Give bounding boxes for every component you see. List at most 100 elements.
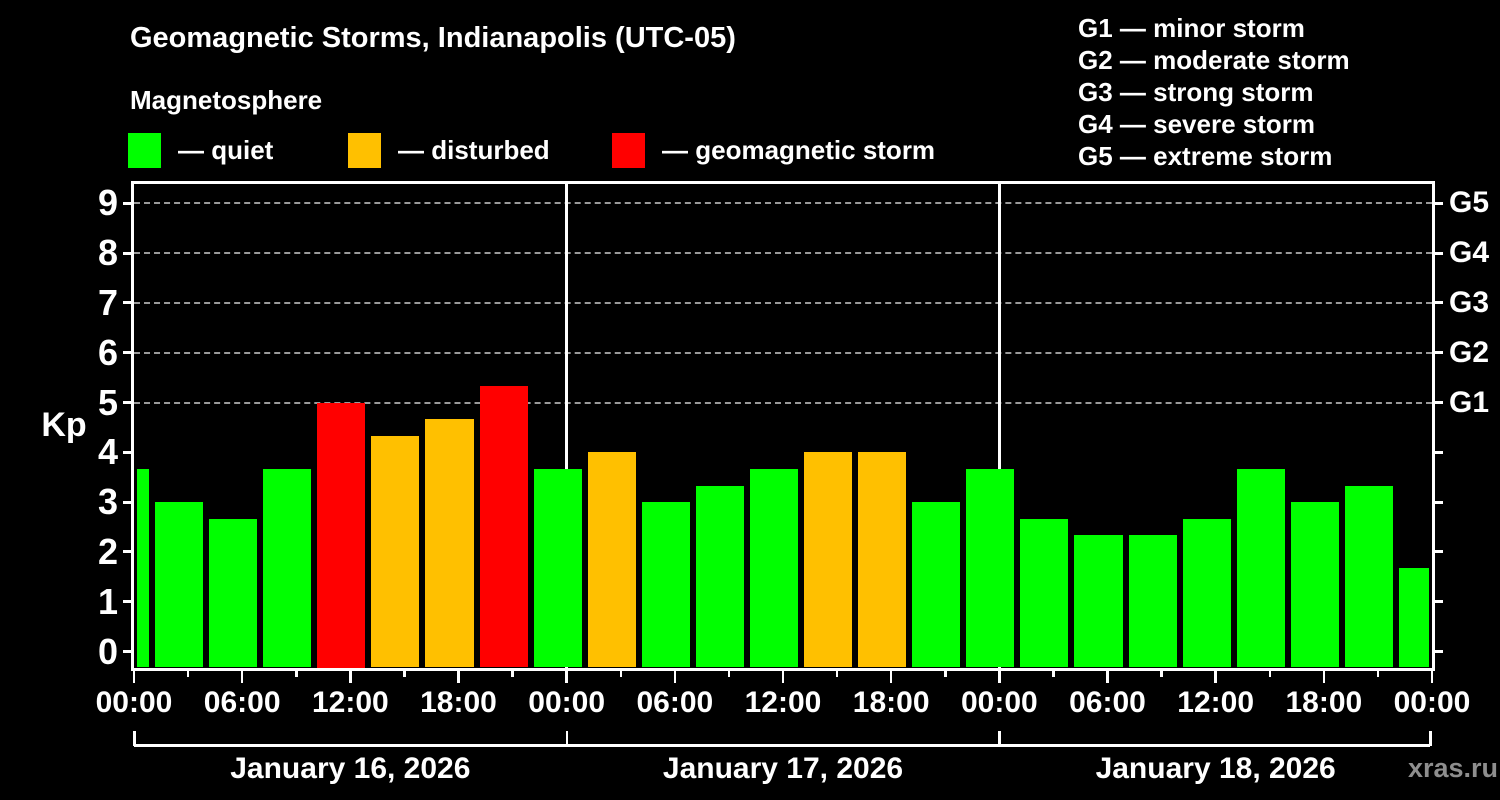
x-tick-label: 00:00 xyxy=(960,686,1038,719)
x-tick-minor xyxy=(944,669,947,677)
storm-scale-legend: G1 — minor storm G2 — moderate storm G3 — … xyxy=(1078,12,1350,172)
storm-scale-line: G5 — extreme storm xyxy=(1078,141,1333,171)
x-tick-label: 12:00 xyxy=(744,686,822,719)
quiet-legend-swatch xyxy=(128,133,161,168)
y-tick xyxy=(1433,650,1443,653)
storm-scale-line: G1 — minor storm xyxy=(1078,13,1305,43)
x-tick-label: 06:00 xyxy=(203,686,281,719)
kp-bar xyxy=(479,386,528,668)
kp-bar xyxy=(804,452,853,668)
y-tick-label: 6 xyxy=(97,331,118,373)
legend-item: — geomagnetic storm xyxy=(612,133,935,168)
g-level-label: G4 xyxy=(1449,236,1490,270)
x-tick-major xyxy=(998,669,1001,683)
x-tick-minor xyxy=(295,669,298,677)
kp-bar xyxy=(317,402,366,668)
date-bracket-line xyxy=(134,744,1430,747)
y-tick xyxy=(123,351,133,355)
storm-scale-line: G3 — strong storm xyxy=(1078,77,1314,107)
kp-gridline xyxy=(134,202,1432,205)
g-level-label: G3 xyxy=(1449,285,1490,319)
x-tick-major xyxy=(132,669,136,683)
watermark: xras.ru xyxy=(1407,753,1498,783)
x-tick-major xyxy=(1106,669,1109,683)
kp-axis-label: Kp xyxy=(41,406,87,444)
x-tick-major xyxy=(1430,669,1434,683)
y-tick xyxy=(123,650,133,653)
date-bracket-tick xyxy=(998,731,1001,746)
kp-bar xyxy=(587,452,636,668)
date-label: January 18, 2026 xyxy=(1095,752,1336,785)
chart-title: Geomagnetic Storms, Indianapolis (UTC-05… xyxy=(130,22,736,54)
y-tick xyxy=(1433,201,1443,205)
storm-scale-line: G2 — moderate storm xyxy=(1078,45,1350,75)
kp-bar xyxy=(1128,535,1177,668)
x-tick-major xyxy=(240,669,244,683)
g-level-label: G5 xyxy=(1449,186,1490,220)
legend-item: — quiet xyxy=(128,133,273,168)
y-tick xyxy=(1433,251,1443,255)
x-tick-major xyxy=(349,669,352,683)
y-tick xyxy=(123,201,133,205)
kp-bar xyxy=(1074,535,1123,668)
date-bracket-tick xyxy=(1429,731,1432,746)
legend-label: — disturbed xyxy=(398,135,550,165)
y-tick xyxy=(123,550,133,554)
x-tick-label: 12:00 xyxy=(311,686,389,719)
x-tick-label: 18:00 xyxy=(420,686,497,719)
y-tick-label: 1 xyxy=(97,580,118,622)
x-tick-major xyxy=(673,669,677,683)
kp-bar xyxy=(155,502,204,668)
y-tick-label: 4 xyxy=(97,431,118,473)
kp-bar xyxy=(533,468,582,668)
kp-bar xyxy=(209,518,258,668)
date-label: January 16, 2026 xyxy=(230,752,471,785)
kp-gridline xyxy=(134,351,1432,354)
y-tick xyxy=(1433,500,1443,504)
kp-bar xyxy=(1182,518,1231,668)
y-tick-label: 2 xyxy=(97,530,118,572)
x-tick-minor xyxy=(1052,669,1055,677)
x-tick-label: 18:00 xyxy=(1285,686,1363,719)
x-tick-minor xyxy=(727,669,731,677)
x-tick-label: 06:00 xyxy=(636,686,714,719)
x-tick-label: 00:00 xyxy=(95,686,173,719)
kp-gridline xyxy=(134,301,1432,304)
x-tick-major xyxy=(565,669,568,683)
y-tick xyxy=(1433,401,1443,404)
y-tick xyxy=(123,600,133,604)
legend-label: — quiet xyxy=(178,135,274,165)
day-separator xyxy=(998,184,1001,668)
x-tick-major xyxy=(781,669,785,683)
date-label: January 17, 2026 xyxy=(662,752,904,785)
kp-bar xyxy=(1398,568,1429,668)
x-tick-label: 06:00 xyxy=(1069,686,1146,719)
kp-bar xyxy=(371,435,420,668)
date-bracket-tick xyxy=(565,731,569,746)
g-level-label: G1 xyxy=(1449,385,1490,419)
y-tick xyxy=(1433,301,1443,305)
kp-bar xyxy=(858,452,907,668)
y-tick xyxy=(123,401,133,404)
x-tick-label: 12:00 xyxy=(1177,686,1255,719)
kp-gridline xyxy=(134,252,1432,255)
x-tick-minor xyxy=(1376,669,1380,677)
x-tick-major xyxy=(889,669,893,683)
storm-scale-line: G4 — severe storm xyxy=(1078,109,1316,139)
x-tick-minor xyxy=(403,669,406,677)
x-tick-major xyxy=(1322,669,1326,683)
kp-bar xyxy=(1236,468,1285,668)
x-tick-minor xyxy=(1160,669,1163,677)
kp-bar xyxy=(749,468,799,668)
x-tick-minor xyxy=(1268,669,1271,677)
kp-bar xyxy=(1290,502,1339,668)
y-tick xyxy=(123,450,133,454)
x-tick-major xyxy=(1214,669,1217,683)
x-tick-minor xyxy=(186,669,190,677)
legend-label: — geomagnetic storm xyxy=(662,135,936,165)
x-tick-label: 18:00 xyxy=(852,686,930,719)
disturbed-legend-swatch xyxy=(348,133,381,168)
kp-bar xyxy=(1020,518,1069,668)
day-separator xyxy=(565,184,568,668)
